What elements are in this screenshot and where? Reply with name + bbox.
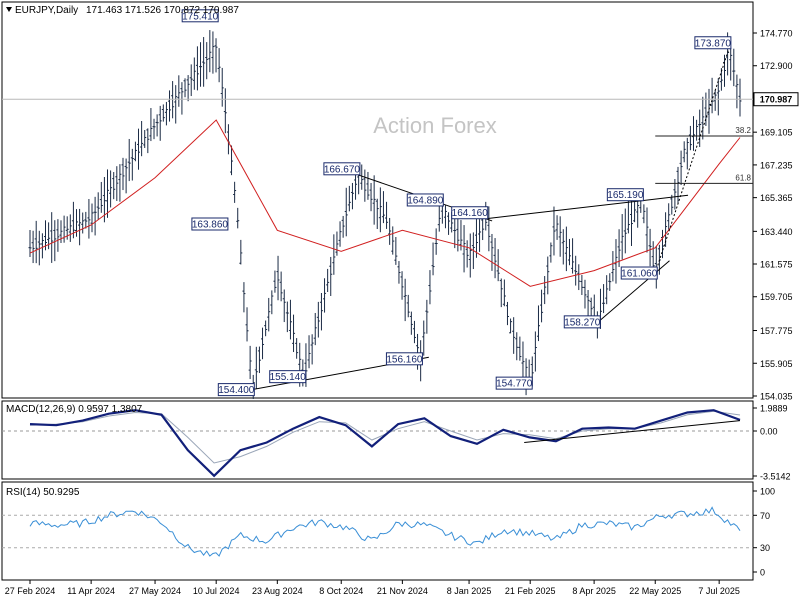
annotation-box	[323, 162, 361, 176]
last-price-label: 170.987	[760, 95, 793, 105]
rsi-axis-label: 70	[760, 511, 770, 521]
annotation-box	[495, 376, 533, 390]
annotation-box	[191, 217, 229, 231]
trendline	[485, 194, 689, 220]
axis-group: 174.770172.900171.105169.105167.235165.3…	[5, 29, 799, 596]
macd-axis-label: 1.9889	[760, 404, 788, 414]
x-axis-label: 8 Apr 2025	[572, 586, 616, 596]
annotation-label: 156.160	[386, 354, 423, 365]
annotation-label: 175.410	[182, 11, 219, 22]
macd-axis-label: -3.5142	[760, 472, 791, 482]
x-axis-label: 7 Jul 2025	[698, 586, 740, 596]
fib-level-label: 61.8	[735, 173, 751, 182]
annotation-box	[563, 315, 601, 329]
annotation-box	[620, 266, 658, 280]
price-axis-label: 174.770	[760, 29, 793, 39]
annotation-label: 164.890	[407, 195, 444, 206]
x-axis-label: 11 Apr 2024	[67, 586, 115, 596]
annotation-label: 155.140	[270, 372, 307, 383]
price-axis-label: 161.575	[760, 260, 793, 270]
price-axis-label: 154.035	[760, 392, 793, 402]
x-axis-label: 27 Feb 2024	[5, 586, 56, 596]
price-axis-label: 155.905	[760, 359, 793, 369]
price-axis-label: 159.705	[760, 292, 793, 302]
macd-line	[29, 409, 741, 478]
annotation-label: 154.400	[218, 385, 255, 396]
x-axis-label: 21 Nov 2024	[377, 586, 428, 596]
x-axis-label: 8 Oct 2024	[319, 586, 363, 596]
rsi-series-group	[2, 506, 753, 557]
price-axis-label: 157.775	[760, 326, 793, 336]
price-axis-label: 172.900	[760, 61, 793, 71]
price-axis-label: 165.365	[760, 193, 793, 203]
annotation-label: 165.190	[607, 190, 644, 201]
rsi-title: RSI(14) 50.9295	[6, 487, 80, 498]
price-series-group: 38.2 61.8 175.410 163.860 154.400 155.140 166.…	[2, 9, 753, 399]
ohlc-readout: 171.463 171.526 170.872 170.987	[86, 5, 239, 16]
annotation-box	[606, 188, 644, 202]
rsi-axis-label: 100	[760, 487, 775, 497]
annotation-label: 163.860	[192, 219, 229, 230]
fib-level-label: 38.2	[735, 126, 751, 135]
macd-title: MACD(12,26,9) 0.9597 1.3807	[6, 404, 143, 415]
chart-title: EURJPY,Daily	[15, 5, 78, 16]
x-axis-label: 10 Jul 2024	[193, 586, 240, 596]
x-axis-label: 21 Feb 2025	[505, 586, 556, 596]
x-axis-label: 27 May 2024	[129, 586, 181, 596]
moving-average-line	[29, 119, 741, 287]
annotation-box	[694, 36, 732, 50]
annotation-box	[217, 383, 255, 397]
annotation-box	[181, 9, 219, 23]
annotation-box	[406, 193, 444, 207]
annotation-box	[385, 352, 423, 366]
collapse-triangle-icon[interactable]	[6, 7, 12, 12]
price-axis-label: 163.440	[760, 227, 793, 237]
rsi-axis-label: 30	[760, 543, 770, 553]
annotation-label: 154.770	[496, 379, 533, 390]
rsi-panel	[1, 481, 754, 581]
trendline	[654, 48, 730, 274]
annotation-box	[269, 370, 307, 384]
last-price-tag	[753, 92, 799, 107]
annotation-box	[451, 206, 489, 220]
x-axis-label: 8 Jan 2025	[447, 586, 492, 596]
watermark: Action Forex	[373, 113, 497, 138]
x-axis-label: 22 May 2025	[629, 586, 681, 596]
rsi-line	[29, 506, 741, 557]
price-axis-label: 167.235	[760, 160, 793, 170]
rsi-axis-label: 0	[760, 568, 765, 578]
x-axis-label: 23 Aug 2024	[252, 586, 303, 596]
price-axis-label: 169.105	[760, 128, 793, 138]
annotation-label: 164.160	[452, 208, 489, 219]
annotation-label: 166.670	[324, 164, 361, 175]
annotation-label: 158.270	[564, 317, 601, 328]
annotation-label: 173.870	[695, 38, 732, 49]
macd-trendline	[524, 420, 741, 444]
macd-axis-label: 0.00	[760, 427, 778, 437]
macd-series-group	[2, 409, 753, 478]
annotation-label: 161.060	[621, 269, 658, 280]
